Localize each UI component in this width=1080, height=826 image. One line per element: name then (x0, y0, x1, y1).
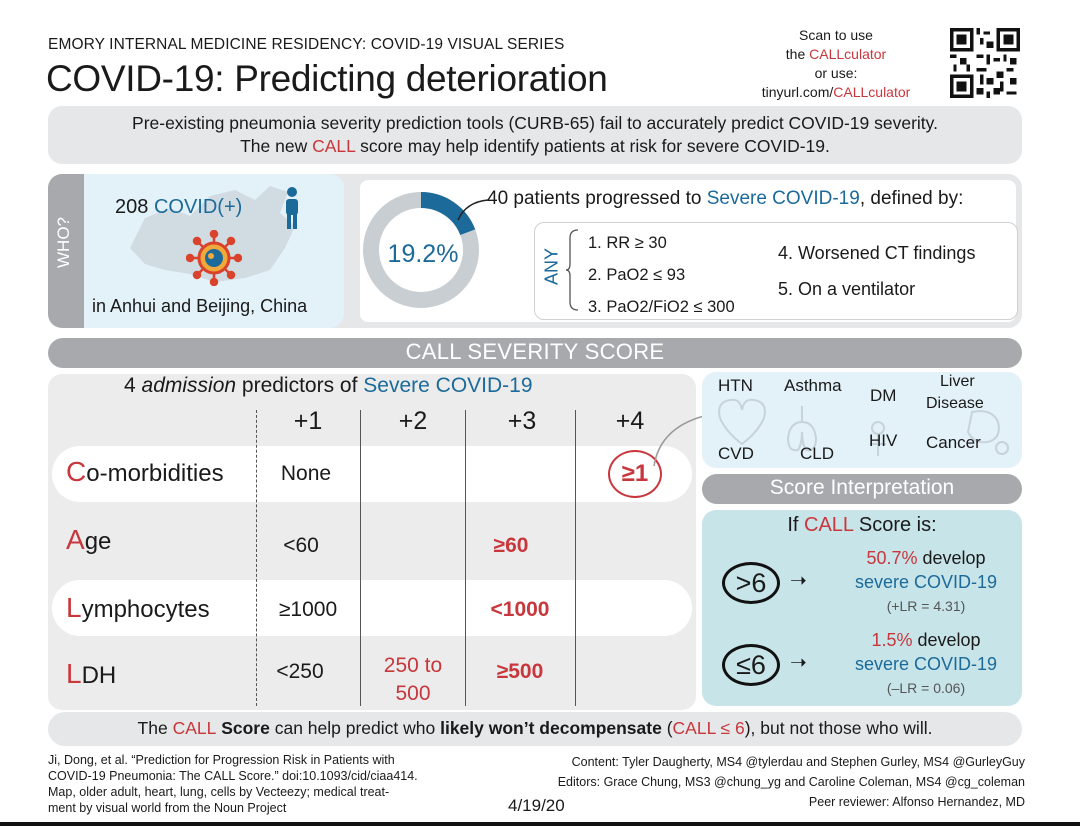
bottom-rule (0, 822, 1080, 826)
severity-percent: 19.2% (387, 240, 459, 268)
comorbidity-cancer: Cancer (926, 433, 981, 452)
criterion-2: 2. PaO2 ≤ 93 (588, 266, 686, 284)
arrow-right-icon: ➝ (790, 652, 807, 674)
qr-line-2: the CALLculator (785, 46, 887, 62)
intro-box: Pre-existing pneumonia severity predicti… (48, 106, 1022, 164)
comorbidity-hiv: HIV (869, 431, 898, 450)
organ-icons (718, 398, 1009, 456)
comorbidity-asthma: Asthma (784, 376, 842, 395)
column-divider (360, 410, 361, 706)
high-score-outcome: 50.7% develop severe COVID-19 (+LR = 4.3… (854, 548, 998, 614)
cell-comorbidities-plus4: ≥1 (621, 460, 649, 487)
interpretation-band (702, 474, 1022, 504)
table-row-band (52, 580, 692, 636)
intro-line-1: Pre-existing pneumonia severity predicti… (132, 113, 938, 133)
criteria-box (534, 222, 1018, 320)
patient-location: in Anhui and Beijing, China (92, 296, 308, 316)
cell-age-plus3: ≥60 (493, 534, 529, 557)
points-plus-1: +1 (293, 407, 323, 435)
predictor-ldh: LDH (66, 658, 117, 689)
citation: Ji, Dong, et al. “Prediction for Progres… (48, 753, 418, 815)
criterion-4: 4. Worsened CT findings (778, 243, 976, 263)
call-score-band (48, 338, 1022, 368)
criterion-3: 3. PaO2/FiO2 ≤ 300 (588, 298, 735, 316)
who-tab (48, 174, 84, 328)
summary-band (48, 712, 1022, 746)
qr-link[interactable]: tinyurl.com/CALLculator (761, 84, 911, 100)
score-table (48, 374, 696, 710)
comorbidity-cvd: CVD (718, 444, 754, 463)
comorbidity-liver: Liver (940, 373, 975, 390)
severity-donut-arc (420, 192, 476, 236)
cell-lymphocytes-plus3: <1000 (490, 598, 550, 621)
criteria-brace (566, 229, 579, 311)
cell-comorbidities-plus1: None (280, 462, 332, 485)
qr-code-icon[interactable] (950, 28, 1020, 98)
table-row-band (52, 446, 692, 502)
comorbidity-cld: CLD (800, 444, 835, 463)
severity-donut-chart (363, 192, 479, 308)
comorbidity-pointer (653, 415, 705, 467)
criterion-5: 5. On a ventilator (778, 279, 916, 299)
column-divider (575, 410, 576, 706)
arrow-right-icon: ➝ (790, 570, 807, 592)
cell-lymphocytes-plus1: ≥1000 (278, 598, 338, 621)
any-label: ANY (541, 248, 562, 286)
cell-ldh-plus2: 250 to 500 (383, 654, 443, 705)
comorbidities-panel (702, 372, 1022, 468)
page-title: COVID-19: Predicting deterioration (46, 58, 608, 99)
predictor-comorbidities: Co-morbidities (66, 456, 224, 487)
predictor-lymphocytes: Lymphocytes (66, 592, 210, 623)
qr-line-3: or use: (814, 65, 858, 81)
highlight-circle (608, 450, 662, 498)
summary-text: The CALL Score can help predict who like… (137, 718, 933, 738)
points-plus-3: +3 (507, 407, 537, 435)
cell-ldh-plus1: <250 (276, 660, 324, 683)
pointer-line (457, 199, 489, 221)
comorbidity-liver-disease: Disease (926, 395, 984, 412)
person-icon (286, 187, 298, 229)
score-low-symbol: ≤6 (722, 644, 780, 686)
qr-caption: Scan to use the CALLculator or use: tiny… (736, 26, 936, 102)
interpretation-title: Score Interpretation (769, 476, 955, 499)
qr-line-1: Scan to use (799, 27, 873, 43)
comorbidity-dm: DM (870, 386, 897, 405)
column-divider (465, 410, 466, 706)
score-heading: 4 admission predictors of Severe COVID-1… (124, 374, 533, 397)
comorbidity-htn: HTN (718, 376, 753, 395)
publish-date: 4/19/20 (508, 796, 565, 815)
severity-heading: 40 patients progressed to Severe COVID-1… (487, 188, 964, 209)
intro-line-2: The new CALL score may help identify pat… (240, 136, 830, 156)
points-plus-4: +4 (615, 407, 645, 435)
predictor-age: Age (66, 524, 112, 555)
criterion-1: 1. RR ≥ 30 (588, 234, 667, 252)
cell-age-plus1: <60 (283, 534, 319, 557)
credits: Content: Tyler Daugherty, MS4 @tylerdau … (557, 755, 1025, 809)
points-plus-2: +2 (398, 407, 428, 435)
score-high-symbol: >6 (722, 562, 780, 604)
patient-count: 208 COVID(+) (115, 196, 243, 218)
low-score-outcome: 1.5% develop severe COVID-19 (–LR = 0.06… (854, 630, 998, 696)
call-score-band-title: CALL SEVERITY SCORE (405, 339, 665, 364)
column-divider (256, 410, 257, 706)
series-title: EMORY INTERNAL MEDICINE RESIDENCY: COVID… (48, 36, 565, 53)
interpretation-heading: If CALL Score is: (787, 514, 937, 536)
virus-icon (186, 230, 242, 286)
cell-ldh-plus3: ≥500 (496, 660, 544, 683)
who-label: WHO? (54, 217, 73, 268)
